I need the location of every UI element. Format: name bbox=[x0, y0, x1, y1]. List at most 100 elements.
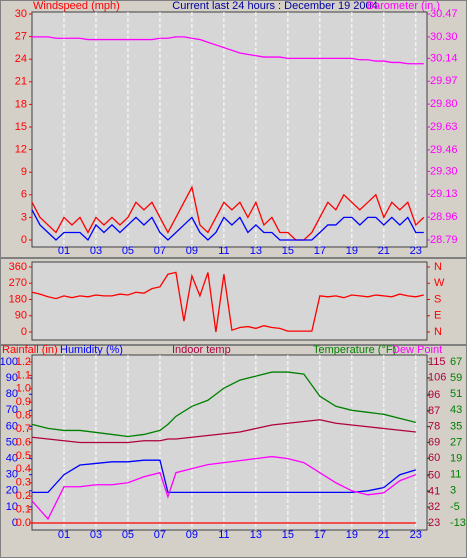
y-tick-label: 29.13 bbox=[430, 188, 458, 200]
y-tick-label: 90 bbox=[6, 372, 18, 384]
plot-area bbox=[31, 261, 428, 341]
y-tick-label: 29.80 bbox=[430, 98, 458, 110]
data-line bbox=[32, 36, 424, 65]
x-tick-label: 17 bbox=[314, 245, 326, 257]
y-tick-label: 30.14 bbox=[430, 52, 458, 64]
y-tick-label: 30.30 bbox=[430, 31, 458, 43]
y-tick-label: 0.7 bbox=[16, 423, 31, 435]
y-tick-label: -5 bbox=[450, 501, 460, 513]
y-tick-label: 0 bbox=[12, 517, 18, 529]
y-tick-label: 40 bbox=[6, 453, 18, 465]
y-tick-label: 43 bbox=[450, 404, 462, 416]
y-tick-label: 32 bbox=[428, 501, 440, 513]
y-tick-label: 27 bbox=[15, 31, 27, 43]
data-line bbox=[32, 459, 416, 494]
y-tick-label: 0 bbox=[21, 234, 27, 246]
x-tick-label: 01 bbox=[58, 245, 70, 257]
x-tick-label: 01 bbox=[58, 529, 70, 541]
y-tick-label: 12 bbox=[15, 144, 27, 156]
y-tick-label: 270 bbox=[9, 277, 27, 289]
y-tick-label: 3 bbox=[21, 211, 27, 223]
plot-area bbox=[31, 11, 428, 248]
y-tick-label: 18 bbox=[15, 98, 27, 110]
y-tick-label: 0.6 bbox=[16, 436, 31, 448]
y-tick-label: 30 bbox=[6, 469, 18, 481]
y-tick-label: 87 bbox=[428, 405, 440, 417]
chart-title: Current last 24 hours : December 19 2004 bbox=[172, 0, 377, 12]
axis-label: Humidity (%) bbox=[60, 344, 123, 356]
y-tick-label: 59 bbox=[450, 372, 462, 384]
data-line bbox=[31, 185, 425, 241]
y-tick-label: 0 bbox=[21, 326, 27, 338]
y-tick-label: 30 bbox=[15, 8, 27, 20]
x-tick-label: 03 bbox=[90, 529, 102, 541]
x-tick-label: 05 bbox=[122, 245, 134, 257]
y-tick-label: 6 bbox=[21, 189, 27, 201]
x-tick-label: 03 bbox=[90, 245, 102, 257]
y-tick-label: 20 bbox=[6, 485, 18, 497]
x-tick-label: 11 bbox=[218, 245, 229, 257]
data-line bbox=[31, 419, 416, 444]
y-tick-label: S bbox=[434, 293, 441, 305]
y-tick-label: -13 bbox=[450, 517, 466, 529]
y-tick-label: 69 bbox=[428, 436, 440, 448]
y-tick-label: 1.1 bbox=[16, 369, 31, 381]
data-line bbox=[31, 209, 424, 242]
y-tick-label: 60 bbox=[428, 452, 440, 464]
y-tick-label: 180 bbox=[9, 293, 27, 305]
x-tick-label: 23 bbox=[410, 529, 422, 541]
y-tick-label: 28.79 bbox=[430, 234, 458, 246]
y-tick-label: 29.30 bbox=[430, 165, 458, 177]
y-tick-label: 50 bbox=[6, 436, 18, 448]
x-tick-label: 09 bbox=[186, 529, 198, 541]
x-tick-label: 07 bbox=[154, 529, 166, 541]
y-tick-label: 10 bbox=[6, 501, 18, 513]
y-tick-label: N bbox=[434, 326, 442, 338]
y-tick-label: 51 bbox=[450, 388, 462, 400]
y-tick-label: 90 bbox=[15, 310, 27, 322]
y-tick-label: 35 bbox=[450, 420, 462, 432]
x-tick-label: 15 bbox=[282, 245, 294, 257]
y-tick-label: 67 bbox=[450, 356, 462, 368]
y-tick-label: 30.47 bbox=[430, 8, 458, 20]
y-tick-label: 0.4 bbox=[16, 463, 31, 475]
axis-label: Barometer (in.) bbox=[367, 0, 440, 12]
y-tick-label: 0.5 bbox=[16, 450, 31, 462]
y-tick-label: 80 bbox=[6, 388, 18, 400]
x-tick-label: 13 bbox=[250, 529, 262, 541]
y-tick-label: W bbox=[434, 277, 445, 289]
y-tick-label: 29.46 bbox=[430, 144, 458, 156]
data-line bbox=[31, 271, 424, 333]
x-tick-label: 19 bbox=[346, 529, 358, 541]
y-tick-label: 41 bbox=[428, 485, 440, 497]
y-tick-label: 15 bbox=[15, 121, 27, 133]
axis-label: Temperature (°F) bbox=[313, 344, 396, 356]
y-tick-label: 1.2 bbox=[16, 356, 31, 368]
y-tick-label: 78 bbox=[428, 421, 440, 433]
x-tick-label: 21 bbox=[378, 245, 390, 257]
y-tick-label: 0.9 bbox=[16, 396, 31, 408]
y-tick-label: E bbox=[434, 310, 441, 322]
y-tick-label: 0.1 bbox=[16, 503, 31, 515]
y-tick-label: 11 bbox=[450, 469, 461, 481]
y-tick-label: 29.97 bbox=[430, 75, 458, 87]
x-tick-label: 11 bbox=[218, 529, 229, 541]
y-tick-label: 0.0 bbox=[16, 517, 31, 529]
y-tick-label: 115 bbox=[428, 356, 446, 368]
x-tick-label: 13 bbox=[250, 245, 262, 257]
y-tick-label: 360 bbox=[9, 261, 27, 273]
x-tick-label: 15 bbox=[282, 529, 294, 541]
y-tick-label: 0.3 bbox=[16, 477, 31, 489]
x-tick-label: 19 bbox=[346, 245, 358, 257]
y-tick-label: 70 bbox=[6, 404, 18, 416]
y-tick-label: 24 bbox=[15, 53, 27, 65]
x-tick-label: 21 bbox=[378, 529, 390, 541]
x-tick-label: 09 bbox=[186, 245, 198, 257]
y-tick-label: 0.2 bbox=[16, 490, 31, 502]
x-tick-label: 05 bbox=[122, 529, 134, 541]
y-tick-label: 60 bbox=[6, 420, 18, 432]
axis-label: Indoor temp bbox=[172, 344, 231, 356]
y-tick-label: 1.0 bbox=[16, 383, 31, 395]
